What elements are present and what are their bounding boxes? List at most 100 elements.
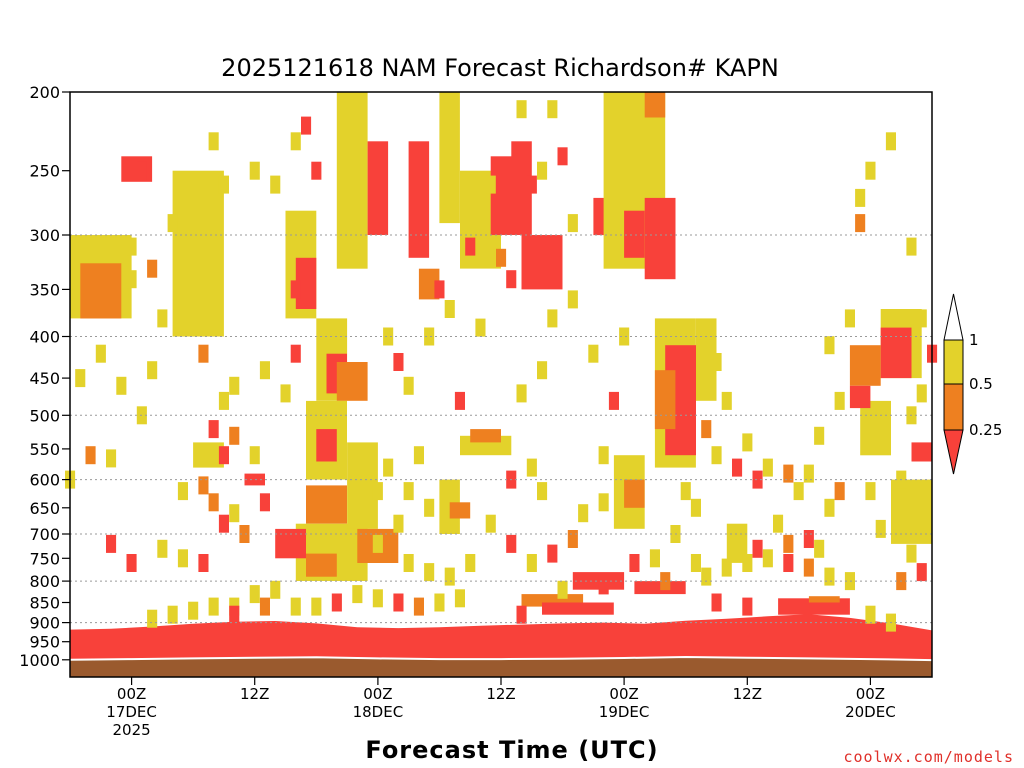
ri-cell-163 bbox=[598, 576, 609, 595]
ri-region-47 bbox=[849, 385, 871, 409]
ri-cell-151 bbox=[249, 585, 260, 604]
ri-cell-128 bbox=[783, 554, 794, 572]
ri-cell-159 bbox=[290, 597, 301, 616]
ri-cell-32 bbox=[290, 344, 301, 363]
ri-cell-21 bbox=[218, 514, 229, 533]
xtick-label: 00Z bbox=[363, 685, 392, 703]
ytick-label: 950 bbox=[29, 633, 60, 652]
ri-region-20 bbox=[644, 92, 666, 118]
ri-cell-144 bbox=[434, 593, 445, 612]
ri-cell-24 bbox=[177, 549, 188, 568]
ri-region-41 bbox=[654, 370, 676, 430]
ri-cell-46 bbox=[403, 376, 414, 395]
xtick-label: 20DEC bbox=[845, 703, 896, 721]
ri-cell-12 bbox=[218, 391, 229, 410]
ri-cell-148 bbox=[352, 585, 363, 604]
ri-region-51 bbox=[808, 596, 840, 603]
ri-region-29 bbox=[275, 528, 306, 559]
ri-cell-28 bbox=[259, 493, 270, 512]
ri-cell-23 bbox=[198, 554, 209, 572]
xtick-label: 19DEC bbox=[599, 703, 650, 721]
ri-cell-62 bbox=[537, 361, 548, 380]
ri-cell-91 bbox=[773, 514, 784, 533]
ri-cell-143 bbox=[454, 589, 465, 608]
ri-cell-16 bbox=[218, 446, 229, 465]
ri-region-25 bbox=[316, 429, 337, 462]
ri-cell-92 bbox=[752, 539, 763, 558]
ri-cell-1 bbox=[106, 449, 117, 468]
ri-cell-113 bbox=[875, 519, 886, 538]
ri-cell-137 bbox=[383, 458, 394, 477]
ri-region-7 bbox=[336, 92, 368, 269]
ri-region-28 bbox=[306, 553, 337, 577]
ri-cell-85 bbox=[742, 433, 753, 452]
ri-cell-142 bbox=[465, 554, 476, 572]
ri-cell-86 bbox=[752, 470, 763, 489]
ri-cell-19 bbox=[208, 493, 219, 512]
ri-cell-103 bbox=[865, 161, 876, 180]
boundary-layer-band bbox=[70, 614, 932, 661]
ri-cell-4 bbox=[75, 369, 86, 388]
ri-cell-129 bbox=[803, 558, 814, 577]
ri-cell-50 bbox=[465, 237, 476, 256]
x-axis-label: Forecast Time (UTC) bbox=[365, 736, 658, 764]
ri-region-53 bbox=[542, 602, 614, 615]
ri-cell-149 bbox=[331, 593, 342, 612]
ri-cell-63 bbox=[475, 318, 486, 337]
ri-region-1 bbox=[80, 263, 122, 319]
ri-cell-99 bbox=[834, 391, 845, 410]
ri-cell-117 bbox=[680, 482, 691, 501]
ri-cell-81 bbox=[721, 391, 732, 410]
ri-region-4 bbox=[172, 170, 224, 337]
ri-cell-139 bbox=[403, 554, 414, 572]
colorbar-bin-top bbox=[943, 293, 964, 341]
xtick-label: 12Z bbox=[486, 685, 515, 703]
ri-cell-83 bbox=[711, 446, 722, 465]
ri-cell-156 bbox=[147, 609, 158, 628]
xtick-label: 12Z bbox=[733, 685, 762, 703]
ri-cell-22 bbox=[239, 525, 250, 543]
ytick-label: 650 bbox=[29, 499, 60, 518]
ri-cell-106 bbox=[906, 237, 917, 256]
ri-cell-105 bbox=[885, 132, 896, 151]
ri-cell-51 bbox=[496, 248, 507, 267]
ri-cell-71 bbox=[526, 554, 537, 572]
ri-cell-145 bbox=[413, 597, 424, 616]
ri-cell-100 bbox=[824, 336, 835, 355]
ri-cell-166 bbox=[865, 605, 876, 624]
ri-cell-36 bbox=[311, 161, 322, 180]
ri-cell-66 bbox=[526, 458, 537, 477]
ri-cell-150 bbox=[270, 580, 281, 599]
xtick-label: 17DEC bbox=[106, 703, 157, 721]
ri-cell-30 bbox=[259, 361, 270, 380]
ri-cell-77 bbox=[608, 391, 619, 410]
colorbar-level-label: 1 bbox=[969, 331, 979, 349]
ri-cell-74 bbox=[578, 504, 589, 523]
ri-region-42 bbox=[696, 318, 717, 401]
ri-cell-133 bbox=[403, 482, 414, 501]
ri-region-45 bbox=[880, 327, 912, 379]
ri-cell-89 bbox=[793, 482, 804, 501]
ri-cell-53 bbox=[485, 175, 496, 194]
ytick-label: 850 bbox=[29, 594, 60, 613]
credit-link[interactable]: coolwx.com/models bbox=[843, 748, 1014, 766]
ri-cell-27 bbox=[157, 539, 168, 558]
ri-cell-54 bbox=[526, 175, 537, 194]
ri-cell-109 bbox=[916, 384, 927, 403]
ri-cell-25 bbox=[126, 554, 137, 572]
ri-region-49 bbox=[634, 581, 686, 595]
plot-area bbox=[65, 92, 938, 677]
ri-cell-26 bbox=[106, 534, 117, 553]
ri-region-26 bbox=[306, 485, 347, 524]
ri-region-56 bbox=[891, 479, 932, 544]
ytick-label: 250 bbox=[29, 162, 60, 181]
ri-cell-138 bbox=[372, 534, 383, 553]
xtick-label: 18DEC bbox=[353, 703, 404, 721]
ri-cell-95 bbox=[814, 539, 825, 558]
ri-region-15 bbox=[521, 235, 563, 290]
ri-cell-39 bbox=[208, 132, 219, 151]
ri-cell-3 bbox=[95, 344, 106, 363]
ri-cell-0 bbox=[85, 446, 96, 465]
